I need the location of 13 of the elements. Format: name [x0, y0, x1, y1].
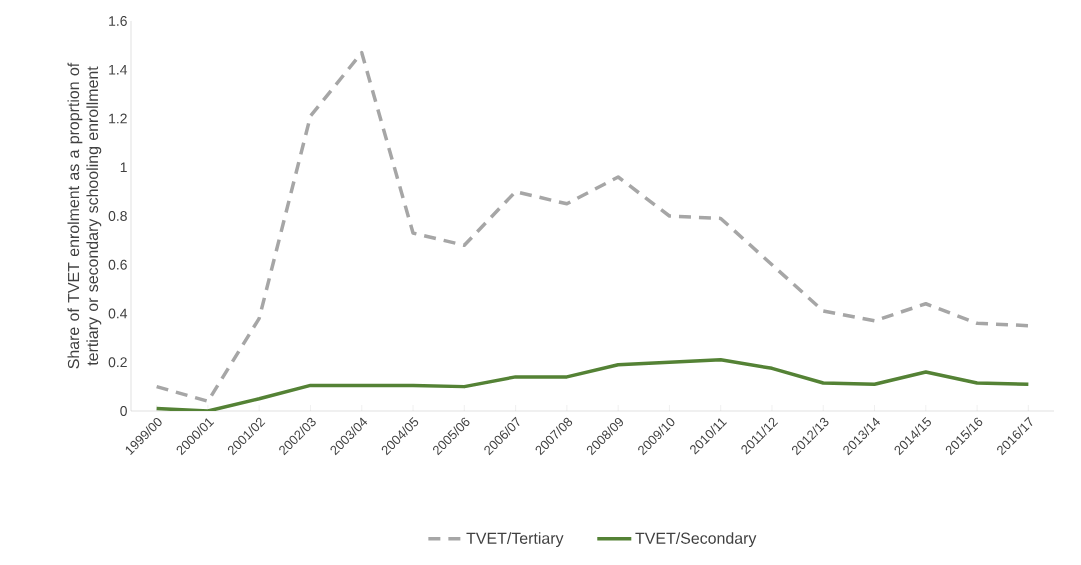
y-tick-label: 1.4 [109, 64, 128, 75]
legend-label: TVET/Tertiary [466, 532, 564, 548]
legend-label: TVET/Secondary [635, 532, 757, 548]
y-tick-label: 0.4 [108, 308, 128, 319]
line-series [154, 50, 1031, 403]
y-tick-label: 0.8 [108, 211, 127, 221]
y-tick-label: 1 [120, 162, 127, 173]
y-tick-label: 0.6 [108, 259, 127, 270]
y-tick-label: 0 [120, 406, 127, 416]
y-tick-label: 0.2 [108, 357, 127, 368]
y-tick-label: 1.2 [109, 113, 127, 124]
y-tick-label: 1.6 [109, 16, 127, 26]
y-axis-title: Share of TVET enrolment as a proprtion of tertiary or secondary schooling enrollment [67, 62, 102, 369]
